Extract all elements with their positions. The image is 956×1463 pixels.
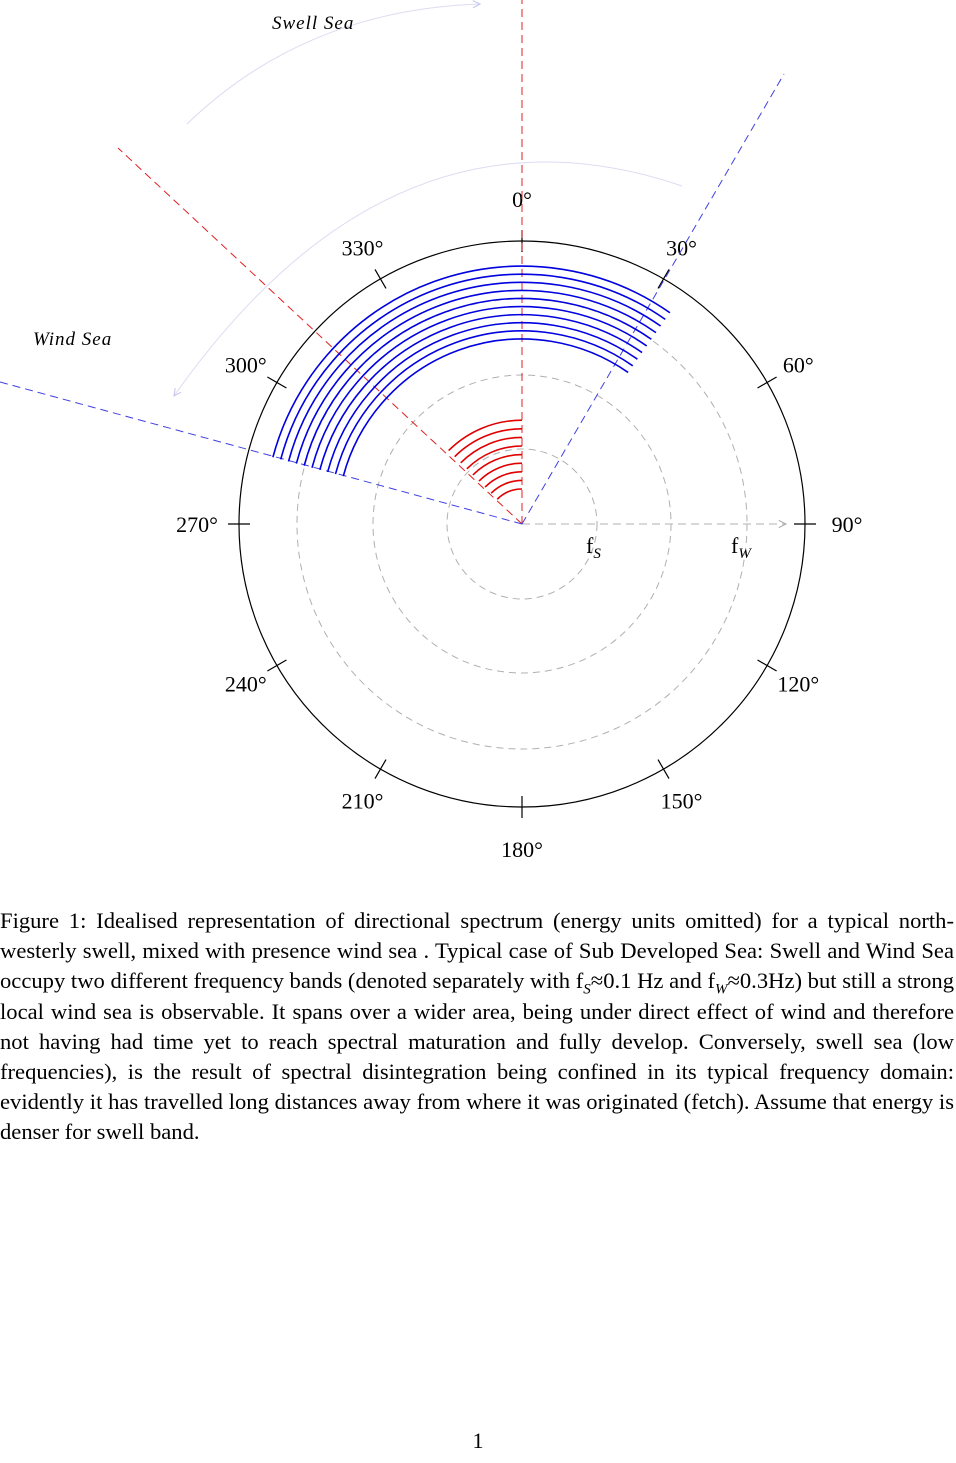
spectrum-arc	[478, 462, 523, 482]
swell-frequency-base: f	[586, 533, 594, 558]
wind-sea-label: Wind Sea	[33, 329, 112, 350]
angle-label: 90°	[832, 512, 863, 537]
spectrum-arc	[319, 313, 643, 471]
swell-northwest-direction-line	[117, 147, 523, 525]
swell-frequency-subscript: S	[593, 546, 601, 562]
angle-tick	[267, 376, 287, 389]
caption-text-part-1: Figure 1: Idealised representation of di…	[0, 908, 954, 994]
swell-sea-label: Swell Sea	[272, 13, 354, 34]
angle-ticks	[228, 230, 816, 818]
wind-sea-span-arrow	[174, 161, 683, 396]
caption-text-part-2: ≈0.1 Hz and f	[590, 968, 715, 994]
wind-frequency-base: f	[731, 533, 739, 558]
angle-label: 330°	[342, 236, 384, 261]
wind-frequency-subscript: W	[738, 546, 752, 562]
angle-labels: 0° 30° 60° 90° 120° 150° 180° 210° 240° 270° 300° 3…	[176, 187, 862, 862]
angle-label: 300°	[225, 353, 267, 378]
spectrum-arc	[496, 488, 523, 500]
spectrum-arc	[295, 289, 657, 464]
wind-northeast-direction-line	[521, 73, 785, 525]
spectrum-arc	[472, 453, 523, 476]
angle-tick	[374, 759, 387, 779]
angle-tick	[757, 659, 777, 672]
angle-label: 180°	[501, 837, 543, 862]
angle-tick	[657, 269, 670, 289]
spectrum-arc	[279, 273, 666, 460]
angle-label: 0°	[512, 187, 532, 212]
angle-label: 60°	[783, 353, 814, 378]
spectrum-arc	[484, 471, 523, 488]
caption-text-part-3: ≈0.3Hz) but still a strong local wind se…	[0, 968, 955, 1145]
page-number: 1	[472, 1428, 484, 1453]
spectrum-arc	[448, 419, 523, 452]
swell-sea-span-arrow	[186, 4, 480, 125]
angle-label: 240°	[225, 672, 267, 697]
spectrum-arc	[334, 330, 634, 475]
spectrum-arc	[311, 305, 648, 468]
directional-spectrum-diagram: 0° 30° 60° 90° 120° 150° 180° 210° 240° 270° 300° 3…	[0, 0, 862, 862]
spectrum-arc	[466, 445, 523, 470]
spectrum-arc	[272, 265, 671, 458]
angle-tick	[267, 659, 287, 672]
angle-label: 30°	[666, 236, 697, 261]
swell-frequency-label: fS	[586, 533, 601, 562]
angle-label: 150°	[661, 788, 703, 813]
angle-tick	[657, 759, 670, 779]
spectrum-arc	[326, 322, 638, 473]
angle-label: 120°	[777, 672, 819, 697]
angle-tick	[757, 376, 777, 389]
caption-swell-subscript: S	[583, 981, 591, 998]
spectrum-arc	[303, 297, 652, 466]
wind-west-direction-line	[0, 381, 523, 525]
spectrum-arc	[287, 281, 662, 462]
swell-sea-band	[448, 419, 523, 500]
spectrum-arc	[342, 338, 629, 477]
figure-caption: Figure 1: Idealised representation of di…	[0, 906, 954, 1148]
caption-wind-subscript: W	[714, 981, 728, 998]
spectrum-arc	[490, 479, 523, 494]
spectrum-arc	[454, 428, 523, 458]
angle-tick	[374, 269, 387, 289]
guide-circle-inner	[446, 448, 598, 600]
spectrum-arc	[460, 436, 523, 464]
wind-sea-band	[272, 265, 671, 477]
angle-label: 210°	[342, 788, 384, 813]
wind-frequency-label: fW	[731, 533, 752, 562]
angle-label: 270°	[176, 512, 218, 537]
